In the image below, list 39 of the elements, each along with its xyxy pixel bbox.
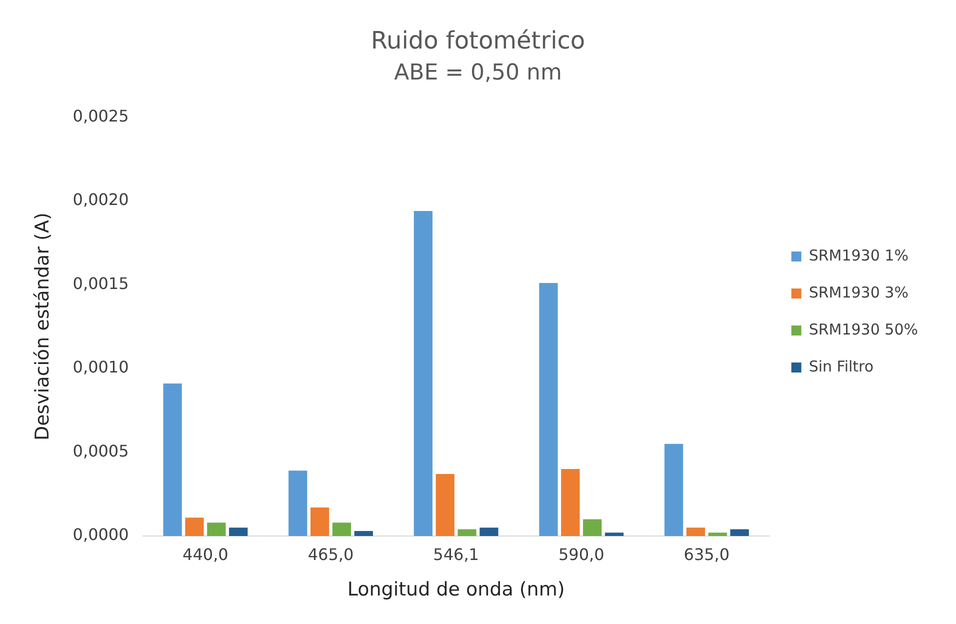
bar	[288, 470, 308, 536]
legend-label: SRM1930 50%	[808, 320, 918, 338]
bar	[310, 508, 330, 536]
bar	[664, 444, 684, 536]
y-tick-label: 0,0025	[72, 106, 129, 126]
y-tick-label: 0,0020	[72, 190, 129, 210]
bar	[207, 522, 226, 536]
bar	[730, 529, 749, 536]
bar	[185, 518, 204, 536]
bar	[163, 384, 182, 536]
bar	[686, 528, 706, 536]
x-tick-label: 440,0	[182, 544, 228, 564]
chart-title: Ruido fotométrico	[370, 26, 586, 55]
bar	[458, 529, 476, 536]
x-axis-title: Longitud de onda (nm)	[347, 578, 565, 601]
y-axis-title: Desviación estándar (A)	[31, 212, 54, 441]
legend-label: SRM1930 3%	[808, 283, 908, 302]
bar	[480, 528, 498, 536]
bar	[604, 532, 624, 536]
x-tick-label: 465,0	[308, 544, 354, 564]
y-tick-label: 0,0010	[72, 358, 129, 377]
legend-label: SRM1930 1%	[808, 246, 908, 264]
y-tick-label: 0,0015	[72, 274, 129, 293]
chart-subtitle: ABE = 0,50 nm	[394, 60, 562, 86]
x-tick-label: 590,0	[558, 544, 604, 564]
bar	[354, 530, 373, 536]
bar	[414, 211, 432, 536]
bar	[708, 532, 727, 536]
legend-label: Sin Filtro	[808, 357, 874, 376]
bar	[332, 522, 352, 536]
y-tick-label: 0,0005	[72, 441, 129, 460]
bar	[583, 519, 602, 536]
x-tick-label: 546,1	[433, 544, 479, 564]
x-tick-label: 635,0	[684, 544, 730, 564]
bar	[229, 528, 248, 536]
bar	[539, 283, 558, 536]
bar	[436, 474, 454, 536]
bar	[561, 468, 580, 536]
y-tick-label: 0,0000	[72, 525, 129, 544]
